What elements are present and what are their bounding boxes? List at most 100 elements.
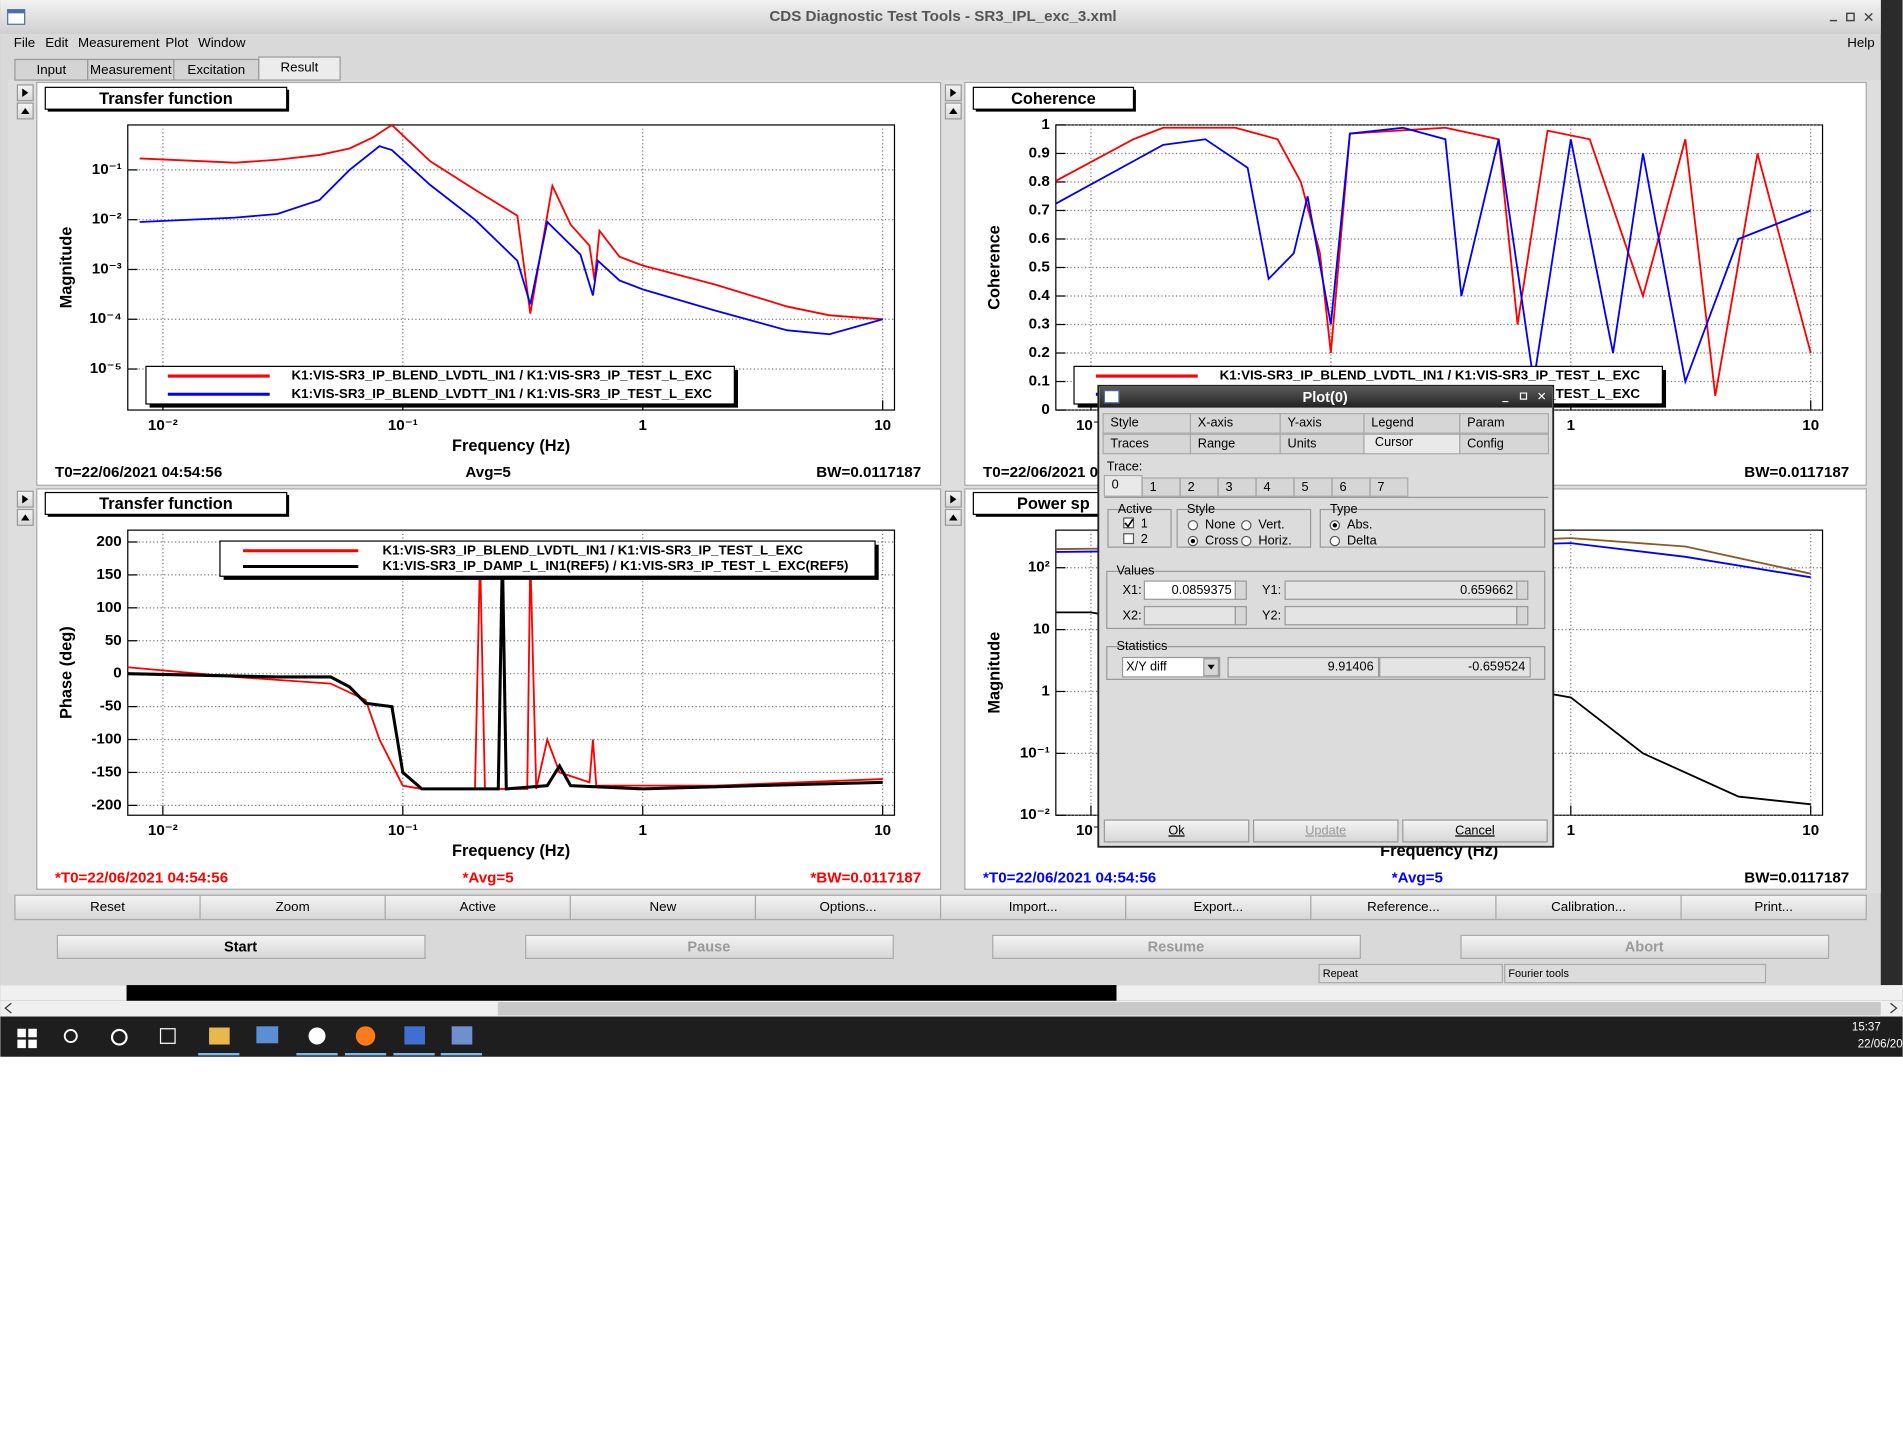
- tab[interactable]: [258, 56, 341, 81]
- panel-arrow: [22, 88, 29, 98]
- radio[interactable]: [1187, 520, 1199, 531]
- app-icon-3[interactable]: [404, 1026, 425, 1045]
- taskbar-icons[interactable]: [17, 1026, 483, 1056]
- button[interactable]: [939, 894, 1127, 921]
- stat-field: [1227, 656, 1380, 678]
- trace-tab[interactable]: [1217, 477, 1257, 497]
- menu-help[interactable]: Help: [1847, 35, 1874, 50]
- plot-area: [127, 124, 896, 411]
- radio-label: Delta: [1347, 532, 1378, 547]
- radio-label: Horiz.: [1258, 532, 1291, 547]
- black-strip: [126, 985, 1117, 1001]
- button[interactable]: [1125, 894, 1312, 921]
- scroll-arrows[interactable]: [4, 1002, 1898, 1014]
- trace-tab[interactable]: [1179, 477, 1219, 497]
- button[interactable]: [569, 894, 757, 921]
- taskbar: [0, 1016, 1903, 1057]
- spinner[interactable]: [1516, 580, 1529, 600]
- scroll-thumb[interactable]: [497, 1002, 1881, 1016]
- radio[interactable]: [1241, 535, 1252, 547]
- dialog-tab[interactable]: [1459, 433, 1549, 455]
- y-tick-label: 0: [1041, 401, 1049, 418]
- plot-title-box: [44, 491, 288, 515]
- dialog-controls[interactable]: [1502, 392, 1546, 403]
- legend-label: K1:VIS-SR3_IP_BLEND_LVDTL_IN1 / K1:VIS-S…: [292, 368, 713, 383]
- x-tick-label: 10: [874, 822, 891, 839]
- trace-tab[interactable]: [1369, 477, 1409, 497]
- start-icon[interactable]: [17, 1028, 37, 1049]
- panel-arrow: [949, 107, 958, 115]
- explorer-icon[interactable]: [209, 1027, 230, 1045]
- dialog-icon: [1103, 390, 1120, 404]
- group-box: [1107, 508, 1172, 548]
- spinner[interactable]: [1234, 605, 1247, 626]
- app-icon-2[interactable]: [256, 1026, 279, 1044]
- button-label: Options...: [819, 899, 876, 914]
- dialog-button-label: Ok: [1168, 822, 1185, 837]
- y-axis-label: Magnitude: [986, 632, 1004, 714]
- checkbox[interactable]: [1123, 517, 1135, 529]
- button[interactable]: [1495, 894, 1682, 921]
- menu-item[interactable]: File: [14, 35, 35, 50]
- menu-item[interactable]: Window: [198, 35, 246, 50]
- plot-footer: *Avg=5: [462, 869, 513, 886]
- y-tick-label: 10²: [1028, 559, 1050, 576]
- radio[interactable]: [1241, 520, 1252, 531]
- trace-tab[interactable]: [1103, 474, 1143, 497]
- window-controls[interactable]: [1829, 12, 1873, 22]
- y-tick-label: 10⁻²: [1020, 806, 1050, 823]
- button[interactable]: [14, 894, 201, 921]
- radio[interactable]: [1329, 535, 1341, 547]
- y-tick-label: 0.2: [1029, 344, 1050, 361]
- dialog-tab-label: Legend: [1371, 415, 1413, 430]
- close[interactable]: [1864, 12, 1873, 22]
- menu-item[interactable]: Plot: [165, 35, 188, 50]
- group-box: [1176, 508, 1312, 548]
- dialog-tab-label: X-axis: [1198, 415, 1233, 430]
- trace-tab[interactable]: [1293, 477, 1333, 497]
- dialog-button[interactable]: [1402, 819, 1548, 843]
- checkbox[interactable]: [1123, 533, 1135, 545]
- group-label: Statistics: [1116, 638, 1167, 653]
- trace-tab[interactable]: [1255, 477, 1295, 497]
- trace-tab-label: 3: [1226, 479, 1233, 494]
- search-icon[interactable]: [63, 1029, 78, 1043]
- trace-tab[interactable]: [1141, 477, 1181, 497]
- button[interactable]: [754, 894, 942, 921]
- combo[interactable]: [1121, 656, 1221, 678]
- y-tick-label: 100: [96, 599, 121, 616]
- field-value: 0.659662: [1460, 582, 1513, 597]
- app-icon-4[interactable]: [451, 1026, 473, 1045]
- dialog-button[interactable]: [1103, 819, 1250, 843]
- field[interactable]: [1284, 605, 1518, 626]
- trace-tab-label: 2: [1188, 479, 1195, 494]
- field-label: X2:: [1123, 608, 1142, 623]
- firefox-icon[interactable]: [355, 1026, 376, 1046]
- cortana-icon[interactable]: [110, 1028, 128, 1046]
- trace-tab-label: 1: [1150, 479, 1157, 494]
- tab-label: Result: [281, 59, 319, 74]
- control-button: [1460, 934, 1830, 959]
- trace-tab[interactable]: [1331, 477, 1371, 497]
- y-tick-label: 200: [96, 533, 121, 550]
- button[interactable]: [1680, 894, 1867, 921]
- x-tick-label: 1: [639, 822, 647, 839]
- taskview-icon[interactable]: [159, 1028, 176, 1044]
- radio-label: None: [1205, 517, 1235, 532]
- y-tick-label: 0.7: [1029, 201, 1050, 218]
- spinner[interactable]: [1234, 580, 1247, 600]
- app-icon-bar: [7, 9, 25, 14]
- menu-item[interactable]: Measurement: [78, 35, 160, 50]
- series-line: [1055, 611, 1811, 806]
- series-line: [1055, 126, 1812, 385]
- button[interactable]: [384, 894, 571, 921]
- settings-icon[interactable]: [308, 1027, 326, 1045]
- dialog-tab[interactable]: [1459, 413, 1549, 434]
- field[interactable]: [1143, 605, 1236, 626]
- maximize[interactable]: [1846, 12, 1855, 22]
- spinner[interactable]: [1516, 605, 1529, 626]
- control-button[interactable]: [56, 934, 426, 959]
- y-tick-label: 0: [113, 665, 121, 682]
- menu-item[interactable]: Edit: [45, 35, 68, 50]
- y-tick-label: 10: [1033, 621, 1050, 638]
